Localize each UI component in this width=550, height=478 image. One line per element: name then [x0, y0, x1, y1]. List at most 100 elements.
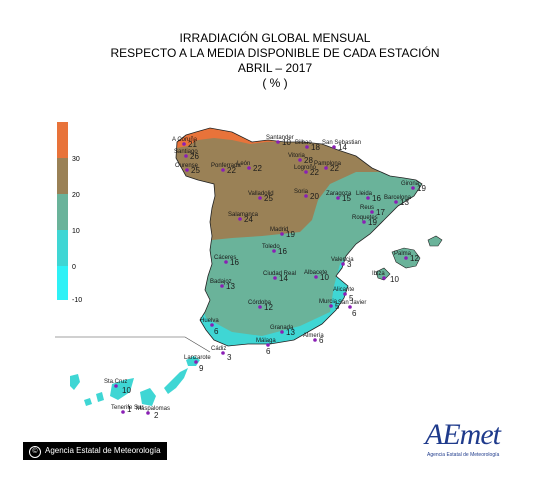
station-value: 6	[319, 336, 324, 345]
station-value: 14	[279, 274, 288, 283]
station-name: Lanzarote	[184, 355, 211, 361]
station-soria: Soria 20	[294, 189, 319, 201]
station-value: 6	[266, 347, 271, 356]
station-value: 22	[330, 164, 339, 173]
station-value: 22	[310, 168, 319, 177]
station-marker	[313, 338, 317, 342]
legend: 30 20 10 0 -10	[57, 122, 82, 304]
station-marker	[362, 220, 366, 224]
station-name: Murcia	[319, 299, 338, 305]
station-name: Roquetes	[352, 215, 378, 221]
legend-tick-10: 10	[72, 228, 80, 235]
station-ibiza: Ibiza 10	[372, 271, 399, 284]
station-name: San Sebastian	[322, 140, 361, 146]
station-name: Huelva	[200, 318, 219, 324]
station-marker	[394, 200, 398, 204]
station-name: Maspalomas	[136, 406, 170, 412]
station-marker	[185, 168, 189, 172]
station-value: 26	[190, 152, 199, 161]
station-value: 22	[227, 166, 236, 175]
station-name: Lleida	[356, 191, 373, 197]
station-value: 5	[349, 294, 354, 303]
station-value: 19	[417, 184, 426, 193]
station-marker	[280, 330, 284, 334]
aemet-credit: © Agencia Estatal de Meteorología	[23, 442, 167, 460]
station-name: Ourense	[175, 163, 199, 169]
aemet-logo-word: AEmet	[425, 418, 501, 451]
station-name: Soria	[294, 189, 309, 195]
fuerteventura-island	[164, 368, 188, 394]
station-value: 25	[191, 166, 200, 175]
station-marker	[276, 140, 280, 144]
station-name: Palma	[394, 251, 412, 257]
station-value: 21	[188, 140, 197, 149]
station-value: 12	[410, 254, 419, 263]
station-name: Reus	[360, 205, 374, 211]
aemet-logo-subtitle: Agencia Estatal de Meteorología	[427, 452, 500, 458]
station-name: Salamanca	[228, 212, 259, 218]
map-title-line-3: ABRIL – 2017	[237, 61, 313, 75]
station-value: 10	[320, 273, 329, 282]
station-value: 10	[390, 275, 399, 284]
station-huelva: Huelva 6	[200, 318, 219, 336]
station-value: 12	[264, 303, 273, 312]
station-marker	[336, 196, 340, 200]
station-name: Córdoba	[248, 300, 272, 306]
legend-tick-0: 0	[72, 264, 76, 271]
station-name: Santander	[266, 135, 294, 141]
menorca-island	[427, 235, 443, 247]
legend-tick-minus-10: -10	[72, 297, 82, 304]
station-value: 13	[226, 282, 235, 291]
station-name: Girona	[401, 181, 420, 187]
station-value: 15	[342, 194, 351, 203]
station-value: 19	[368, 218, 377, 227]
legend-band-0-10	[57, 230, 68, 266]
station-marker	[273, 276, 277, 280]
station-value: 10	[282, 138, 291, 147]
station-name: Logroño	[294, 165, 317, 171]
la-gomera-island	[96, 392, 104, 402]
station-marker	[114, 384, 118, 388]
legend-band-20-30	[57, 158, 68, 194]
station-value: 9	[199, 364, 204, 373]
legend-tick-20: 20	[72, 192, 80, 199]
station-marker	[332, 145, 336, 149]
station-name: Tenerife Sur	[111, 405, 143, 411]
station-marker	[194, 360, 198, 364]
mainland-coastline	[175, 127, 423, 347]
station-name: Almería	[303, 333, 324, 339]
station-marker	[184, 154, 188, 158]
legend-band-below-0	[57, 266, 68, 300]
station-marker	[404, 256, 408, 260]
station-value: 22	[253, 164, 262, 173]
station-name: A Coruña	[172, 137, 198, 143]
station-marker	[247, 166, 251, 170]
station-value: 24	[244, 215, 253, 224]
station-name: Málaga	[256, 338, 276, 344]
station-marker	[304, 194, 308, 198]
station-marker	[382, 276, 386, 280]
station-marker	[341, 262, 345, 266]
station-value: 16	[372, 194, 381, 203]
station-value: 25	[264, 194, 273, 203]
station-marker	[272, 249, 276, 253]
